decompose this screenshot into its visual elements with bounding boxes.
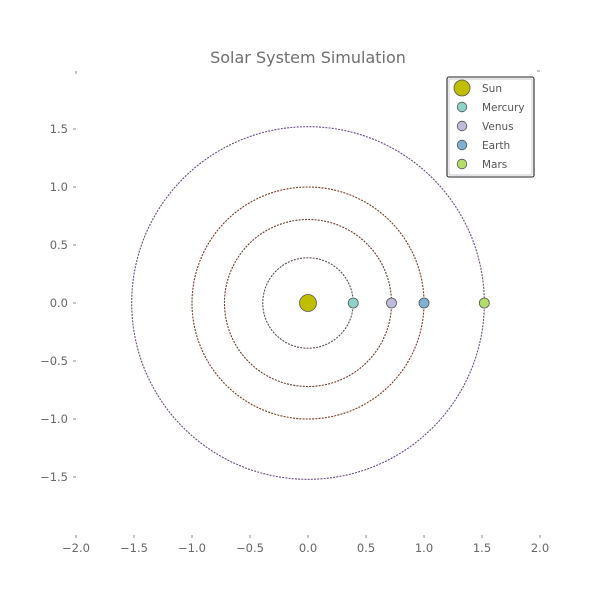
x-tick-label: −2.0 [62,541,90,555]
point-venus [386,297,397,309]
x-tick-label: −1.5 [120,541,148,555]
y-tick-label: 0.0 [50,296,68,310]
legend-marker-mercury [456,101,468,113]
y-tick-label: 1.0 [50,180,68,194]
point-sun [299,294,317,312]
x-axis-ticks: −2.0 −1.5 −1.0 −0.5 0.0 0.5 1.0 1.5 2.0 [62,535,549,555]
y-axis-ticks: 1.5 1.0 0.5 0.0 −0.5 −1.0 −1.5 [40,122,76,484]
planets-group [299,294,490,312]
legend-label-sun: Sun [482,83,502,95]
point-mercury [347,297,359,309]
axes-corner-marks [75,70,540,74]
chart-title: Solar System Simulation [210,48,406,67]
x-tick-label: 0.0 [299,541,317,555]
x-tick-label: 0.5 [357,541,375,555]
legend-inner-frame [448,78,533,176]
x-tick-label: 1.0 [415,541,433,555]
legend-label-mercury: Mercury [482,102,525,114]
legend-frame [446,76,535,178]
y-tick-label: 0.5 [50,238,68,252]
legend-label-venus: Venus [482,121,514,133]
point-earth [418,297,430,309]
legend-label-earth: Earth [482,140,510,152]
legend-marker-mars [456,158,468,170]
legend-marker-sun [453,79,471,97]
y-tick-label: −1.0 [40,412,68,426]
x-tick-label: 1.5 [473,541,491,555]
x-tick-label: 2.0 [531,541,549,555]
legend-marker-venus [456,120,468,132]
legend-label-mars: Mars [482,159,507,171]
point-mars [478,297,490,309]
y-tick-label: −0.5 [40,354,68,368]
legend-marker-earth [456,139,468,151]
x-tick-label: −1.0 [178,541,206,555]
y-tick-label: 1.5 [50,122,68,136]
x-tick-label: −0.5 [236,541,264,555]
y-tick-label: −1.5 [40,470,68,484]
legend: Sun Mercury Venus Earth Mars [446,76,535,178]
